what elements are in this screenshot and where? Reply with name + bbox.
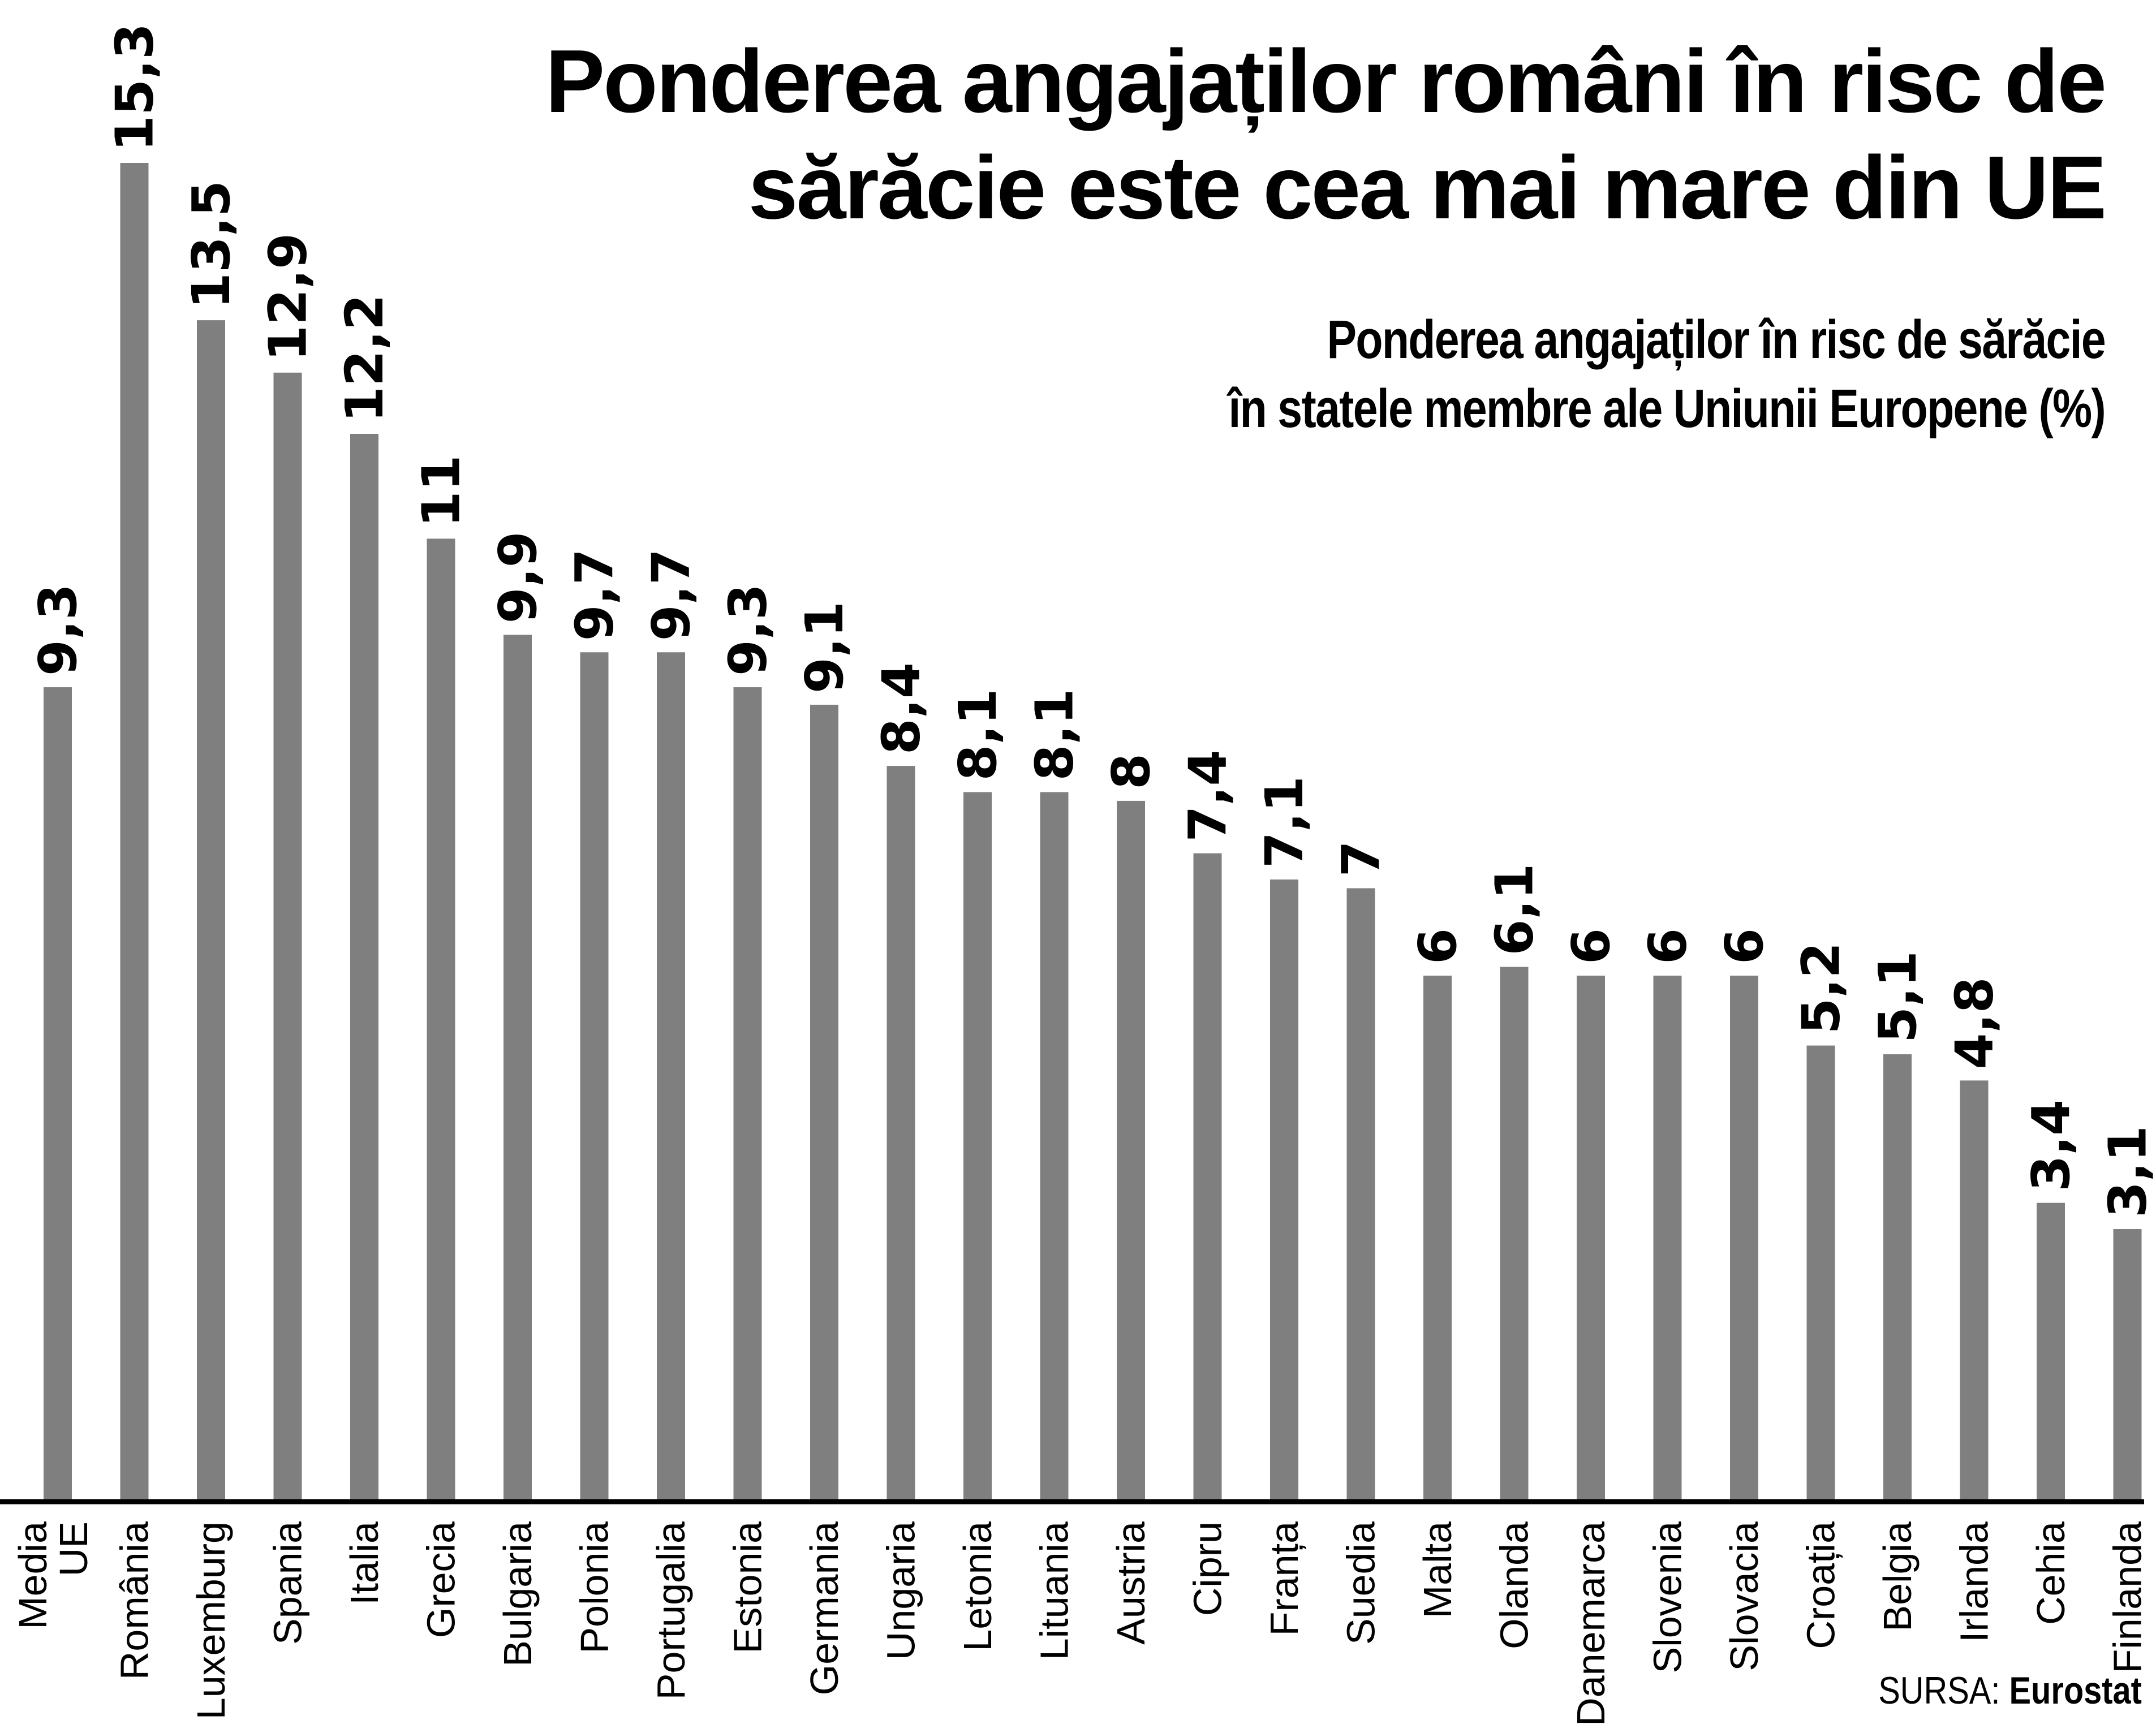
bar-media-ue (44, 687, 72, 1500)
value-label-portugalia: 9,7 (641, 549, 702, 641)
category-label-malta: Malta (1415, 1521, 1460, 1618)
category-label-media-ue-2: UE (51, 1521, 96, 1576)
category-label-italia: Italia (342, 1521, 386, 1605)
category-label-portugalia: Portugalia (649, 1521, 693, 1700)
bars-group (44, 163, 2142, 1501)
value-label-estonia: 9,3 (718, 584, 778, 676)
value-label-cehia: 3,4 (2021, 1100, 2081, 1192)
category-label-slovenia: Slovenia (1646, 1521, 1690, 1674)
bar-slovenia (1653, 975, 1682, 1500)
bar-malta (1423, 975, 1452, 1500)
category-label-olanda: Olanda (1492, 1521, 1537, 1649)
value-label-lituania: 8,1 (1025, 688, 1085, 781)
value-label-polonia: 9,7 (565, 549, 625, 641)
value-label-slovenia: 6 (1638, 928, 1698, 964)
value-label-romania: 15,3 (105, 23, 165, 152)
value-label-irlanda: 4,8 (1944, 977, 2005, 1069)
value-label-olanda: 6,1 (1484, 864, 1545, 956)
category-label-franta: Franța (1262, 1521, 1306, 1636)
bar-luxemburg (197, 320, 225, 1500)
value-label-croatia: 5,2 (1791, 942, 1852, 1034)
value-label-germania: 9,1 (794, 601, 855, 693)
subtitle-line-1: Ponderea angajaților în risc de sărăcie (1327, 309, 2106, 370)
bar-estonia (733, 687, 762, 1500)
category-label-cipru: Cipru (1186, 1521, 1230, 1616)
value-label-bulgaria: 9,9 (488, 531, 548, 623)
bar-spania (273, 372, 302, 1501)
bar-grecia (427, 538, 455, 1501)
bar-slovacia (1730, 975, 1758, 1500)
category-label-media-ue-1: Media (11, 1521, 55, 1629)
bar-austria (1117, 800, 1145, 1500)
bar-croatia (1806, 1045, 1835, 1500)
value-label-italia: 12,2 (334, 294, 395, 423)
category-label-spania: Spania (266, 1521, 310, 1645)
bar-belgia (1883, 1054, 1912, 1500)
category-label-polonia: Polonia (573, 1521, 617, 1654)
category-label-luxemburg: Luxemburg (189, 1521, 233, 1719)
category-label-grecia: Grecia (419, 1521, 463, 1638)
bar-finlanda (2113, 1229, 2142, 1500)
value-label-franta: 7,1 (1254, 776, 1315, 868)
category-label-danemarca: Danemarca (1569, 1521, 1613, 1726)
category-label-cehia: Cehia (2029, 1521, 2073, 1625)
source-note: SURSA: Eurostat (1878, 1668, 2142, 1713)
chart-title: Ponderea angajaților români în risc de s… (545, 32, 2107, 238)
bar-danemarca (1577, 975, 1605, 1500)
value-label-austria: 8 (1101, 753, 1161, 790)
bar-olanda (1500, 967, 1529, 1500)
value-label-cipru: 7,4 (1178, 750, 1238, 842)
value-label-slovacia: 6 (1714, 928, 1775, 964)
value-label-malta: 6 (1408, 928, 1468, 964)
source-name: Eurostat (2009, 1669, 2142, 1712)
value-label-grecia: 11 (411, 455, 472, 527)
bar-letonia (963, 792, 992, 1500)
bar-romania (120, 163, 149, 1500)
bar-franta (1270, 879, 1298, 1500)
bar-germania (810, 704, 838, 1500)
category-label-ungaria: Ungaria (879, 1521, 923, 1660)
category-label-austria: Austria (1109, 1521, 1153, 1645)
value-label-suedia: 7 (1331, 840, 1392, 877)
bar-suedia (1346, 888, 1375, 1500)
category-label-germania: Germania (802, 1521, 846, 1695)
bar-cipru (1193, 853, 1222, 1500)
bar-lituania (1040, 792, 1069, 1500)
bar-bulgaria (504, 635, 532, 1500)
value-label-spania: 12,9 (258, 233, 319, 361)
value-label-media-ue: 9,3 (28, 584, 88, 676)
bar-polonia (580, 652, 609, 1500)
category-label-bulgaria: Bulgaria (496, 1521, 540, 1667)
value-label-ungaria: 8,4 (871, 662, 932, 755)
value-label-letonia: 8,1 (948, 688, 1008, 781)
category-label-suedia: Suedia (1339, 1521, 1383, 1645)
bar-ungaria (887, 766, 915, 1500)
value-labels-group: 9,3 15,3 13,5 12,9 12,2 11 9,9 9,7 9,7 9,3 9,1 8,4 8… (28, 23, 2156, 1218)
category-label-belgia: Belgia (1875, 1521, 1920, 1632)
value-label-finlanda: 3,1 (2098, 1126, 2156, 1218)
source-prefix: SURSA: (1878, 1669, 2000, 1712)
value-label-luxemburg: 13,5 (181, 180, 242, 309)
bar-irlanda (1960, 1080, 1989, 1500)
category-label-irlanda: Irlanda (1952, 1521, 1996, 1643)
subtitle-line-2: în statele membre ale Uniunii Europene (… (1228, 378, 2106, 439)
category-label-letonia: Letonia (956, 1521, 1000, 1652)
category-label-romania: România (113, 1521, 157, 1680)
category-label-slovacia: Slovacia (1722, 1521, 1766, 1671)
bar-cehia (2037, 1202, 2065, 1500)
value-label-belgia: 5,1 (1867, 951, 1928, 1043)
category-label-croatia: Croația (1799, 1521, 1843, 1649)
category-label-estonia: Estonia (726, 1521, 770, 1654)
category-label-finlanda: Finlanda (2106, 1521, 2150, 1674)
value-label-danemarca: 6 (1561, 928, 1621, 964)
chart-subtitle: Ponderea angajaților în risc de sărăcie … (992, 305, 2106, 443)
category-label-lituania: Lituania (1032, 1521, 1077, 1660)
bar-italia (350, 433, 378, 1500)
bar-portugalia (657, 652, 685, 1500)
